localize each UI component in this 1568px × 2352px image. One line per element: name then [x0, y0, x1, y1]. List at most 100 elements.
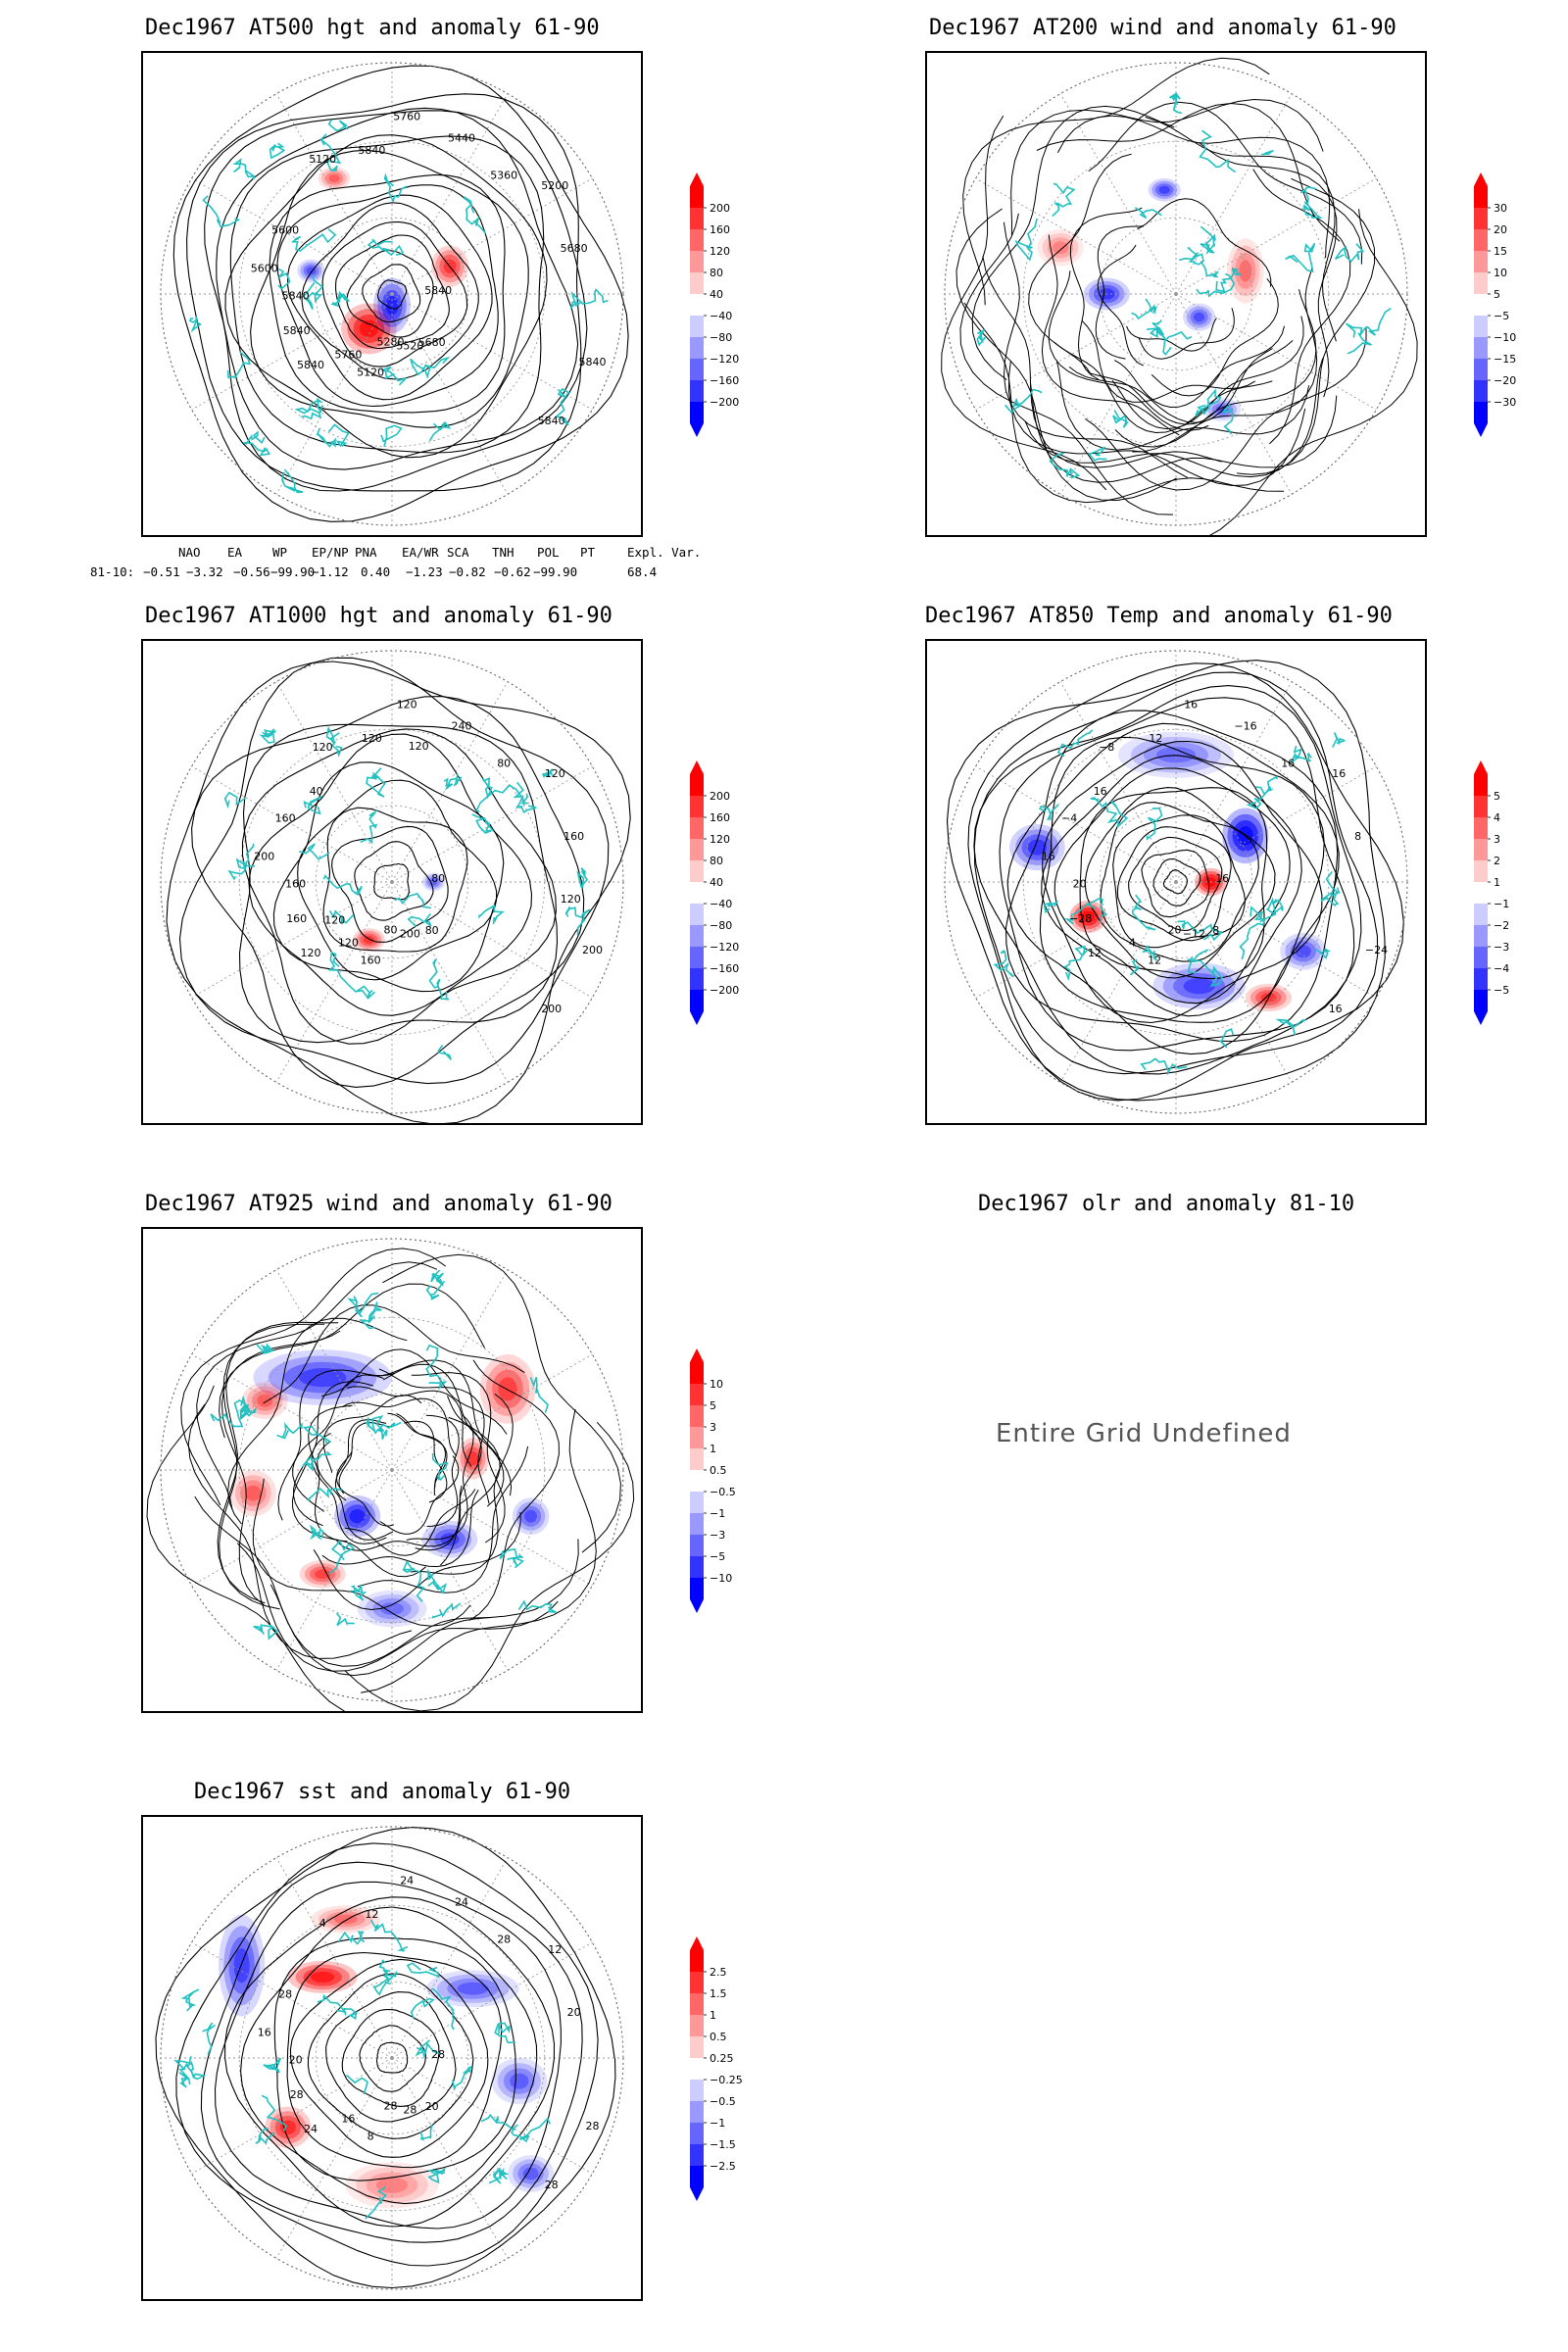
contour-label: 200 — [541, 1003, 562, 1015]
colorbar-label: −80 — [710, 919, 732, 932]
colorbar-label: −5 — [1494, 984, 1509, 997]
contour-label: 200 — [400, 928, 420, 941]
colorbar-label: 5 — [710, 1399, 716, 1412]
colorbar-segment — [690, 1384, 704, 1405]
contour-label: 24 — [304, 2123, 318, 2135]
colorbar-label: 160 — [710, 811, 730, 824]
contour-label: 240 — [452, 719, 472, 732]
colorbar-label: −0.5 — [710, 1486, 736, 1498]
colorbar-segment — [690, 860, 704, 882]
colorbar-segment — [690, 316, 704, 337]
map-boundary — [944, 62, 1408, 526]
teleconnection-values: −0.51 −3.32 −0.56 −99.90 −1.12 0.40 −1.23 −0.82… — [90, 564, 737, 582]
colorbar-segment — [690, 402, 704, 423]
colorbar-segment — [690, 947, 704, 968]
teleconnection-value: −1.12 — [312, 564, 349, 579]
contour-label: 16 — [341, 2112, 355, 2125]
colorbar-label: 200 — [710, 790, 730, 803]
colorbar-segment — [1474, 402, 1488, 423]
contour-label: 120 — [338, 936, 359, 949]
coastline-overlay — [993, 729, 1347, 1076]
coastline-overlay — [173, 1919, 551, 2220]
colorbar-label: −5 — [710, 1550, 725, 1563]
contour-label: −28 — [1069, 912, 1092, 925]
contour-label: 5840 — [424, 284, 452, 297]
teleconnection-header: WP — [272, 545, 288, 560]
anomaly-negative — [1280, 932, 1327, 970]
teleconnection-value: −0.62 — [494, 564, 531, 579]
contour-label: 40 — [310, 785, 323, 798]
contour-label: 5120 — [357, 366, 384, 378]
contour-label: −8 — [1099, 741, 1114, 754]
anomaly-positive — [1226, 238, 1264, 304]
colorbar-label: 2 — [1494, 855, 1500, 867]
contour-label: 160 — [286, 912, 307, 925]
coastline-overlay — [223, 725, 591, 1060]
contour-label: 20 — [1168, 924, 1182, 937]
title-at1000: Dec1967 AT1000 hgt and anomaly 61-90 — [145, 604, 612, 628]
colorbar-segment — [690, 904, 704, 925]
contour-label: 5760 — [334, 348, 362, 361]
colorbar-label: 80 — [710, 855, 723, 867]
contour-lines — [166, 657, 631, 1123]
colorbar-arrow-top — [690, 1936, 704, 1950]
colorbar-label: 160 — [710, 223, 730, 236]
title-olr: Dec1967 olr and anomaly 81-10 — [978, 1192, 1355, 1216]
olr-undefined-message: Entire Grid Undefined — [996, 1419, 1292, 1448]
teleconnection-row-label: 81-10: — [90, 564, 135, 579]
colorbar-label: −160 — [710, 374, 739, 387]
contour-label: 5520 — [396, 340, 423, 353]
contour-label: 160 — [564, 830, 584, 843]
colorbar-segment — [690, 272, 704, 294]
contour-label: 28 — [497, 1933, 511, 1945]
contour-label: 16 — [1281, 757, 1295, 769]
contour-label: 12 — [1088, 947, 1102, 959]
colorbar-segment — [690, 2058, 704, 2080]
contour-label: 5840 — [538, 415, 565, 427]
colorbar-segment — [690, 337, 704, 359]
contour-label: 16 — [258, 2027, 271, 2039]
teleconnection-value: 0.40 — [361, 564, 391, 579]
colorbar-sst: 2.5 1.5 1 0.5 0.25 −0.25 −0.5 −1 −1.5 −2.5 — [684, 1936, 753, 2211]
colorbar-segment — [1474, 316, 1488, 337]
contour-label: 120 — [362, 732, 382, 745]
colorbar-label: 10 — [710, 1378, 723, 1391]
colorbar-segment — [690, 1405, 704, 1427]
contour-label: 24 — [400, 1875, 414, 1887]
colorbar-segment — [690, 229, 704, 251]
lat-lon-grid — [160, 62, 624, 526]
colorbar-arrow-bottom — [1474, 423, 1488, 437]
contour-label: 200 — [582, 944, 603, 956]
colorbar-label: 80 — [710, 267, 723, 279]
colorbar-segment — [1474, 294, 1488, 316]
colorbar-label: −0.25 — [710, 2074, 743, 2086]
anomaly-negative — [426, 1970, 519, 2008]
colorbar-segment — [690, 1513, 704, 1535]
colorbar-segment — [690, 774, 704, 796]
contour-label: 120 — [301, 947, 321, 959]
contour-label: 5680 — [418, 336, 446, 349]
colorbar-segment — [1474, 186, 1488, 208]
contour-labels: 16 12 16 8 16 16 12 −8 −24 −28 −16 −12 −4 8 4 12 16 20 16 2… — [1042, 699, 1388, 1015]
colorbar-label: 3 — [710, 1421, 716, 1434]
teleconnection-header: NAO — [178, 545, 201, 560]
colorbar-label: −3 — [1494, 941, 1509, 954]
contour-label: 20 — [567, 2006, 581, 2019]
colorbar-label: −40 — [710, 310, 732, 322]
teleconnection-value: −99.90 — [533, 564, 578, 579]
teleconnection-value: −99.90 — [270, 564, 316, 579]
contour-label: 16 — [1332, 767, 1346, 780]
colorbar-label: 5 — [1494, 790, 1500, 803]
colorbar-label: −30 — [1494, 396, 1516, 409]
contour-label: 120 — [409, 740, 429, 753]
colorbar-segment — [1474, 839, 1488, 860]
colorbar-label: −200 — [710, 396, 739, 409]
contour-label: 12 — [365, 1908, 378, 1921]
contour-label: 12 — [1148, 954, 1161, 966]
title-at200: Dec1967 AT200 wind and anomaly 61-90 — [929, 16, 1396, 40]
colorbar-label: −0.5 — [710, 2095, 736, 2108]
colorbar-label: 15 — [1494, 245, 1507, 258]
anomaly-negative — [508, 2155, 555, 2192]
colorbar-at850: 5 4 3 2 1 −1 −2 −3 −4 −5 — [1468, 760, 1537, 1035]
anomaly-positive — [479, 1354, 536, 1424]
